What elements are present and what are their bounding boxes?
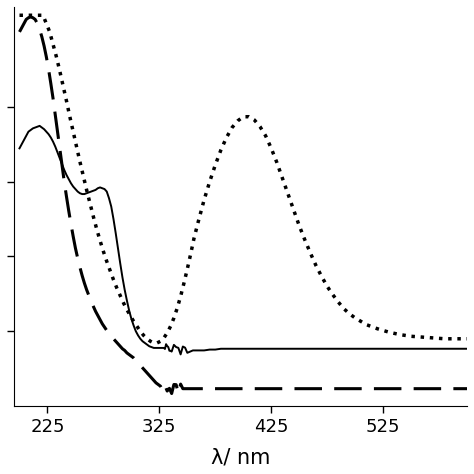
X-axis label: λ/ nm: λ/ nm xyxy=(211,447,270,467)
